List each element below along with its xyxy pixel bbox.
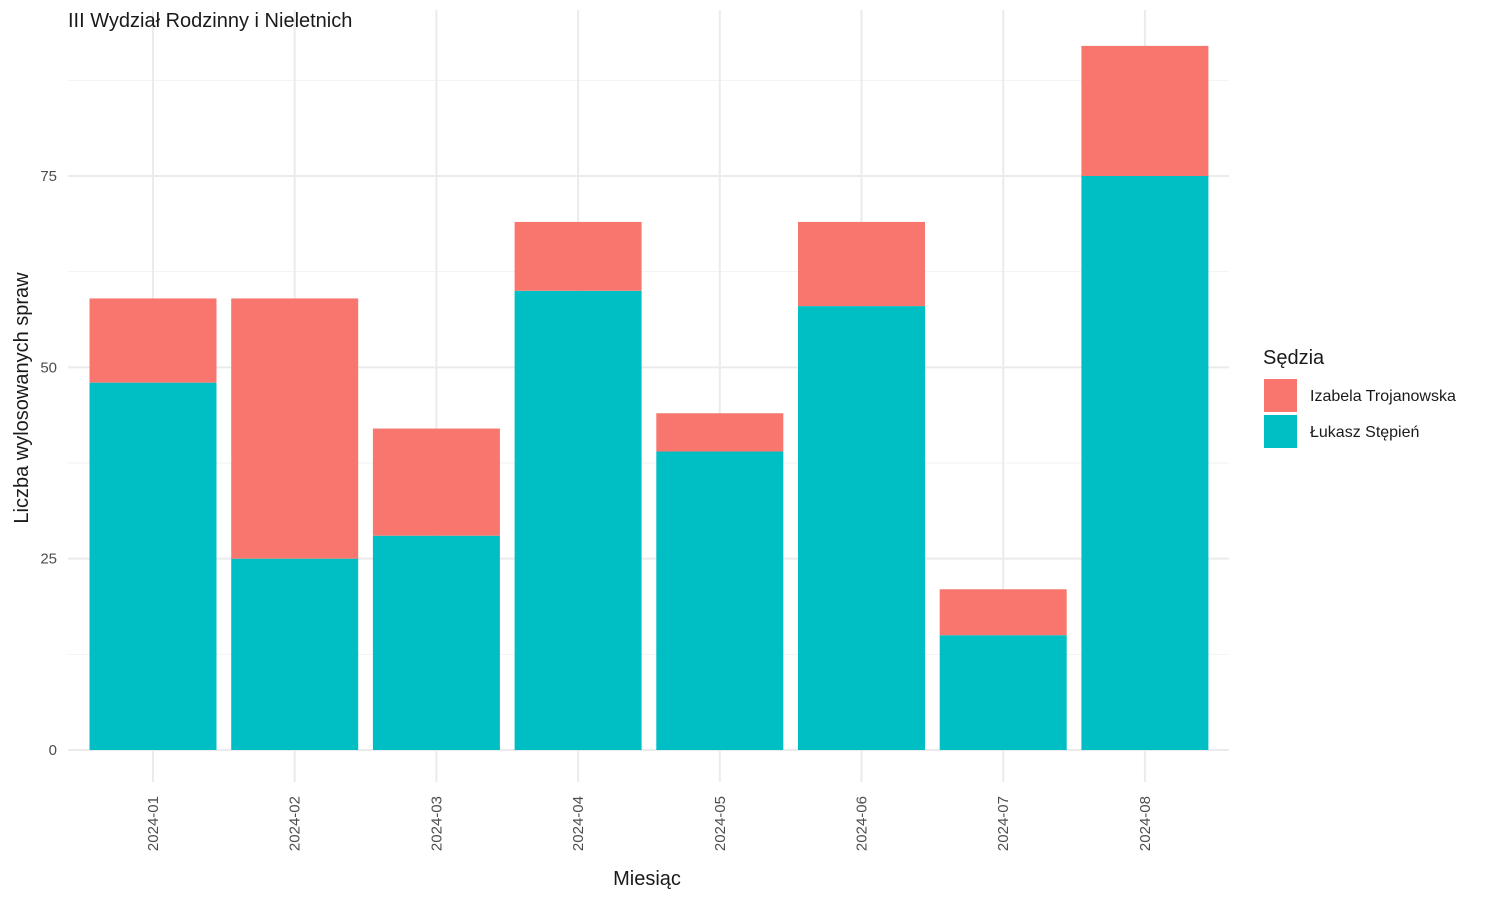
x-tick-label: 2024-08 [1137,796,1154,851]
x-tick-label: 2024-03 [428,796,445,851]
bar-segment [372,428,500,536]
bar-segment [656,413,784,452]
x-axis-title: Miesiąc [613,868,681,890]
legend-label: Izabela Trojanowska [1310,388,1456,405]
legend-label: Łukasz Stępień [1310,424,1419,441]
bar-segment [89,298,217,383]
bar-segment [798,221,925,307]
x-tick-label: 2024-02 [287,796,304,851]
x-tick-label: 2024-05 [712,796,729,851]
y-tick-label: 25 [40,551,57,568]
x-tick-label: 2024-07 [995,796,1012,851]
legend: Sędzia Izabela Trojanowska Łukasz Stępień [1263,347,1456,448]
y-axis-ticks: 0 25 50 75 [40,168,57,759]
x-tick-label: 2024-01 [145,796,162,851]
bar-segment [231,558,359,750]
x-tick-label: 2024-06 [854,796,871,851]
y-axis-title: Liczba wylosowanych spraw [11,272,33,524]
bar-segment [656,451,784,750]
y-tick-label: 50 [40,359,57,376]
legend-key [1264,379,1297,412]
y-tick-label: 0 [49,742,57,759]
legend-key [1264,415,1297,448]
bars [89,45,1209,750]
bar-segment [231,298,359,559]
bar-segment [939,589,1067,636]
bar-segment [372,535,500,750]
bar-segment [1081,176,1209,750]
bar-segment [514,221,642,291]
legend-title: Sędzia [1263,347,1325,369]
bar-segment [1081,45,1209,176]
bar-segment [798,306,925,750]
x-axis-ticks: 2024-01 2024-02 2024-03 2024-04 2024-05 2024-… [145,796,1154,851]
bar-segment [89,382,217,750]
x-tick-label: 2024-04 [570,796,587,851]
y-tick-label: 75 [40,168,57,185]
bar-segment [939,635,1067,750]
bar-segment [514,290,642,750]
chart-title: III Wydział Rodzinny i Nieletnich [68,10,352,32]
